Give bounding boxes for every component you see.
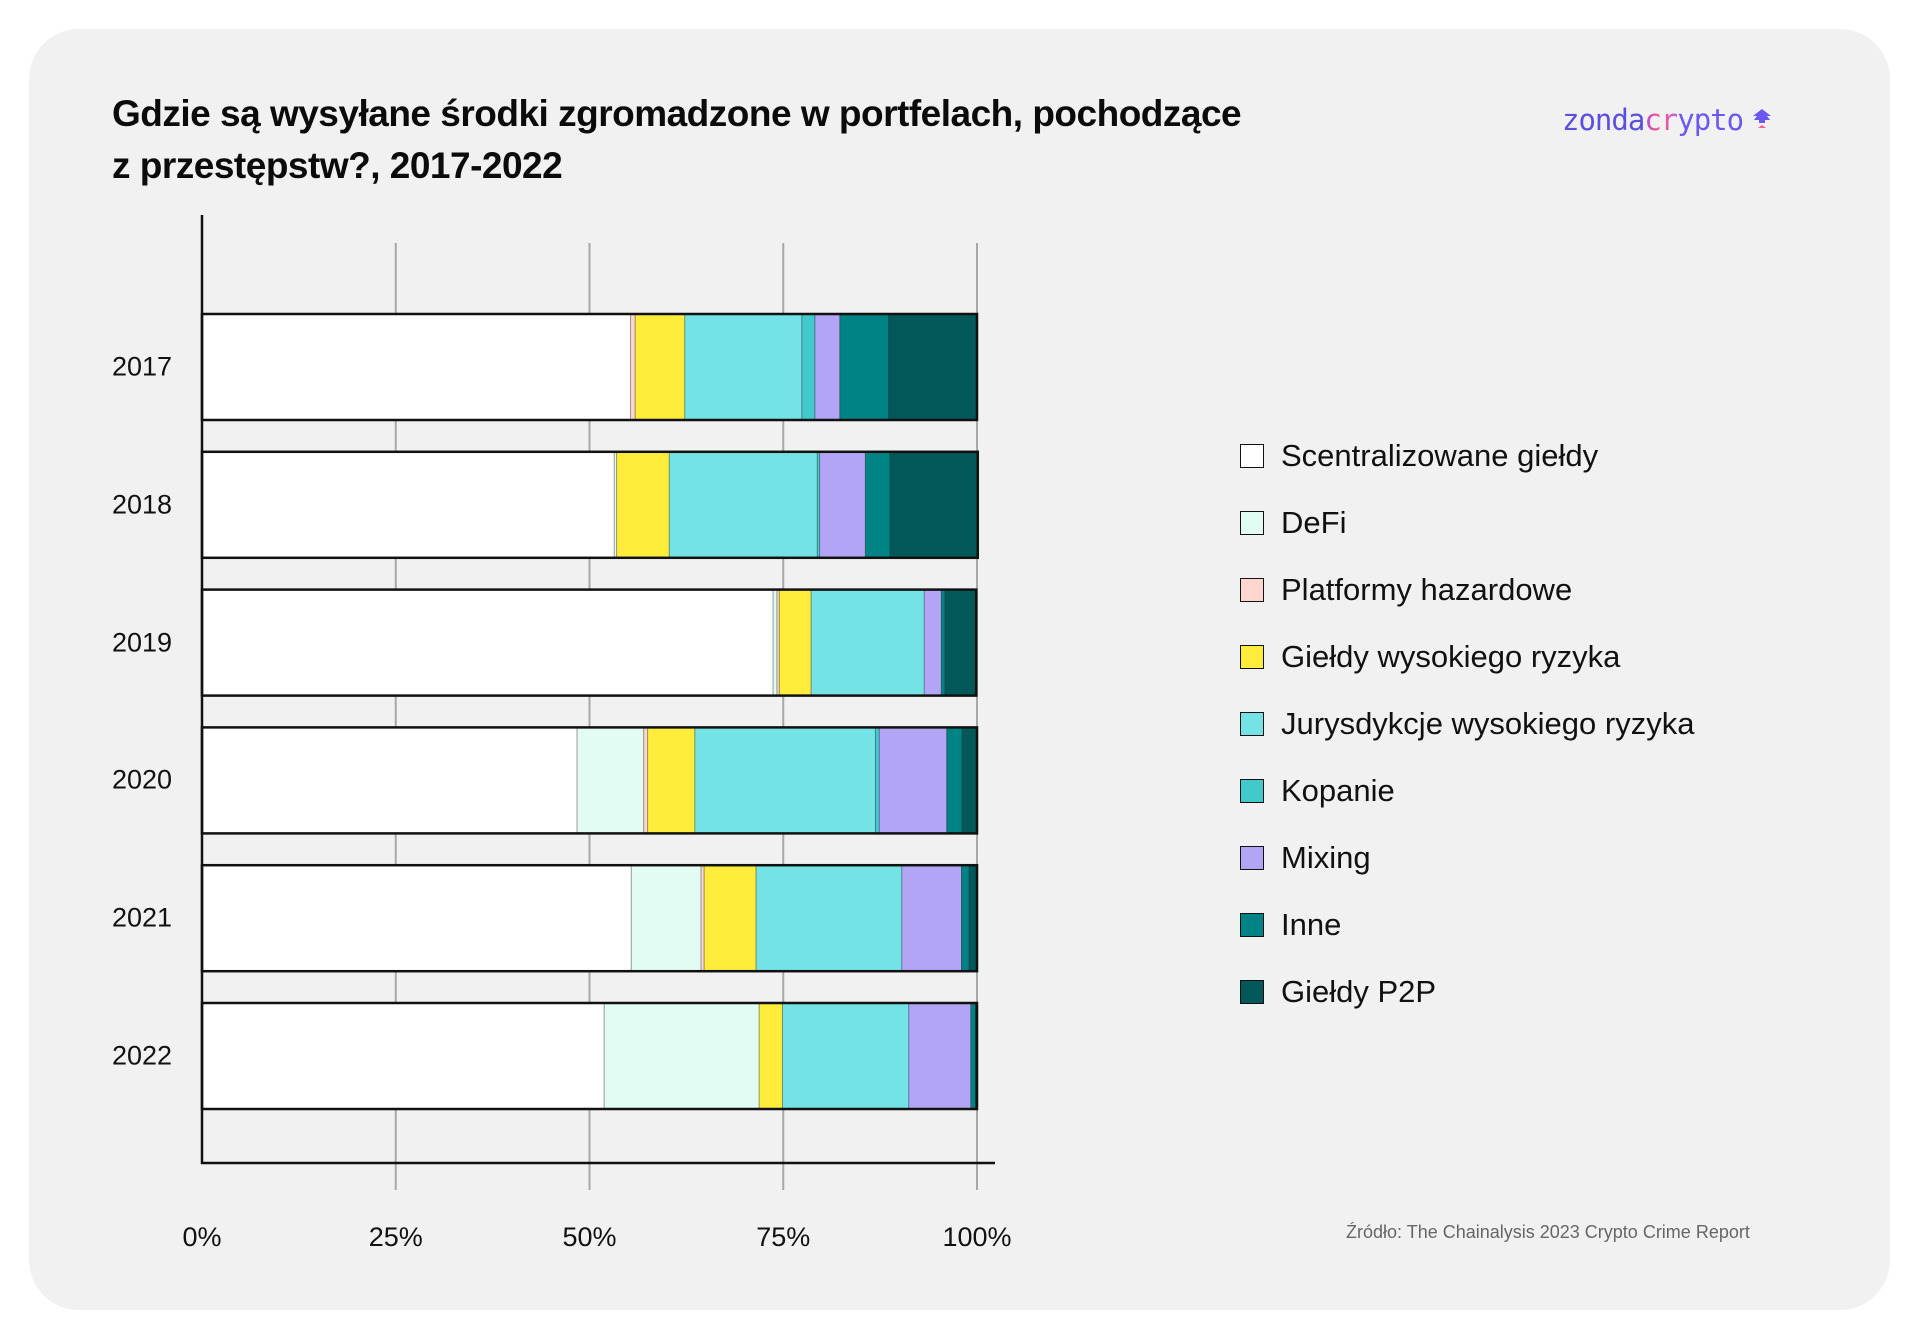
bar-segment-2022-4 — [781, 1002, 910, 1110]
y-category-label: 2019 — [112, 627, 173, 658]
bar-segment-2022-6 — [908, 1002, 972, 1110]
logo-text-part2: cr — [1644, 103, 1678, 137]
bar-segment-2020-7 — [946, 726, 963, 834]
legend-swatch-icon — [1240, 644, 1264, 669]
x-tick-label: 50% — [562, 1222, 617, 1252]
legend-item: Platformy hazardowe — [1240, 556, 1694, 623]
bar-2022 — [200, 1001, 979, 1111]
chart-legend: Scentralizowane giełdy DeFi Platformy haza… — [1240, 422, 1694, 1025]
legend-swatch-icon — [1240, 912, 1264, 937]
chart-title-line2: z przestępstw?, 2017-2022 — [112, 145, 563, 186]
bar-2019 — [200, 588, 978, 697]
legend-label: DeFi — [1281, 504, 1347, 540]
bar-segment-2021-1 — [630, 864, 702, 972]
bar-segment-2018-0 — [201, 451, 615, 559]
y-category-label: 2018 — [112, 489, 173, 520]
bar-segment-2020-3 — [647, 726, 696, 834]
y-category-label: 2022 — [112, 1040, 173, 1071]
legend-swatch-icon — [1240, 711, 1264, 736]
bar-2021 — [200, 863, 979, 973]
axes — [200, 215, 995, 1165]
legend-label: Platformy hazardowe — [1281, 571, 1573, 607]
legend-swatch-icon — [1240, 845, 1264, 870]
bar-segment-2017-7 — [839, 313, 890, 421]
bar-segment-2020-0 — [201, 726, 578, 834]
bar-segment-2019-0 — [201, 589, 774, 697]
bar-segment-2017-2 — [630, 313, 636, 421]
x-tick-label: 0% — [182, 1222, 222, 1252]
legend-label: Giełdy P2P — [1281, 973, 1437, 1009]
bar-segment-2018-6 — [819, 451, 866, 559]
bar-segment-2022-0 — [201, 1002, 605, 1110]
bar-segment-2017-6 — [814, 313, 841, 421]
bar-segment-2020-6 — [878, 726, 948, 834]
bar-segment-2018-7 — [864, 451, 891, 559]
x-tick-label: 25% — [368, 1222, 423, 1252]
x-tick-label: 100% — [942, 1222, 1012, 1252]
legend-label: Scentralizowane giełdy — [1281, 437, 1599, 473]
bar-segment-2020-2 — [643, 726, 649, 834]
source-note: Źródło: The Chainalysis 2023 Crypto Crim… — [1346, 1222, 1750, 1242]
bar-segment-2022-7 — [970, 1002, 976, 1110]
legend-swatch-icon — [1240, 979, 1264, 1004]
chart-title: Gdzie są wysyłane środki zgromadzone w p… — [112, 88, 1412, 192]
bar-segment-2020-4 — [694, 726, 876, 834]
y-category-label: 2020 — [112, 764, 173, 795]
bar-segment-2019-4 — [810, 589, 925, 697]
bar-segment-2017-3 — [634, 313, 686, 421]
legend-item: Scentralizowane giełdy — [1240, 422, 1694, 489]
bar-segment-2019-7 — [940, 589, 946, 697]
legend-item: Giełdy P2P — [1240, 958, 1694, 1025]
legend-label: Jurysdykcje wysokiego ryzyka — [1281, 705, 1695, 741]
bar-2018 — [200, 450, 980, 560]
zondacrypto-logo: zonda cr ypto — [1562, 100, 1775, 140]
legend-item: DeFi — [1240, 489, 1694, 556]
bar-2017 — [200, 312, 979, 422]
bar-segment-2022-3 — [758, 1002, 783, 1110]
chart-title-line1: Gdzie są wysyłane środki zgromadzone w p… — [112, 93, 1242, 134]
legend-label: Kopanie — [1281, 772, 1395, 808]
bar-segment-2020-1 — [576, 726, 645, 834]
bar-segment-2021-0 — [201, 864, 632, 972]
bar-segment-2021-4 — [755, 864, 903, 972]
bars — [200, 312, 980, 1111]
bar-segment-2019-3 — [778, 589, 812, 697]
legend-item: Giełdy wysokiego ryzyka — [1240, 623, 1694, 690]
bar-segment-2019-6 — [923, 589, 942, 697]
legend-swatch-icon — [1240, 510, 1264, 535]
bar-segment-2019-1 — [772, 589, 778, 697]
legend-label: Mixing — [1281, 839, 1371, 875]
bar-segment-2021-6 — [901, 864, 963, 972]
bar-segment-2019-8 — [944, 589, 977, 697]
logo-text-part3: ypto — [1677, 103, 1744, 137]
bar-2020 — [200, 726, 979, 835]
bar-segment-2018-4 — [668, 451, 818, 559]
zondacrypto-logo-icon — [1753, 109, 1772, 128]
bar-segment-2017-5 — [801, 313, 816, 421]
legend-item: Mixing — [1240, 824, 1694, 891]
bar-segment-2020-8 — [961, 726, 978, 834]
legend-swatch-icon — [1240, 577, 1264, 602]
legend-item: Inne — [1240, 891, 1694, 958]
bar-segment-2017-4 — [684, 313, 803, 421]
bar-segment-2020-5 — [874, 726, 880, 834]
bar-segment-2022-1 — [603, 1002, 760, 1110]
legend-label: Inne — [1281, 906, 1342, 942]
y-category-label: 2021 — [112, 902, 173, 933]
bar-segment-2018-8 — [889, 451, 979, 559]
legend-item: Kopanie — [1240, 757, 1694, 824]
bar-segment-2021-3 — [703, 864, 757, 972]
legend-item: Jurysdykcje wysokiego ryzyka — [1240, 690, 1694, 757]
bar-segment-2017-8 — [888, 313, 978, 421]
legend-swatch-icon — [1240, 778, 1264, 803]
legend-label: Giełdy wysokiego ryzyka — [1281, 638, 1621, 674]
bar-segment-2018-3 — [616, 451, 670, 559]
y-category-label: 2017 — [112, 351, 173, 382]
legend-swatch-icon — [1240, 443, 1264, 468]
bar-segment-2021-7 — [961, 864, 970, 972]
bar-segment-2017-0 — [201, 313, 632, 421]
logo-text-part1: zonda — [1562, 103, 1645, 137]
x-tick-label: 75% — [756, 1222, 811, 1252]
